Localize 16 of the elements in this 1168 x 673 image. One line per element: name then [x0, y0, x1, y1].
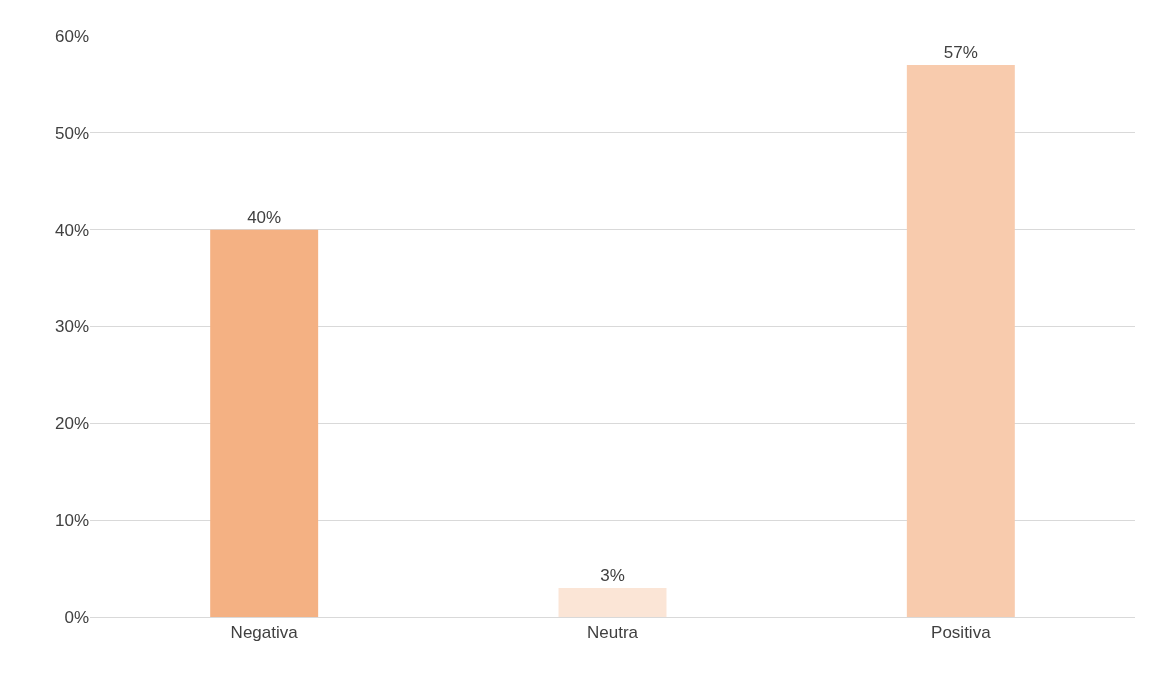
data-label: 40%	[247, 207, 282, 227]
bar	[210, 229, 319, 617]
bar	[906, 65, 1015, 617]
x-tick-label: Negativa	[230, 623, 299, 643]
y-tick-label: 60%	[54, 26, 89, 46]
y-tick-label: 50%	[54, 123, 89, 143]
x-tick-label: Positiva	[931, 623, 992, 643]
bar	[558, 587, 667, 617]
y-tick-label: 40%	[54, 220, 89, 240]
y-tick-label: 10%	[54, 511, 89, 531]
y-tick-label: 20%	[54, 414, 89, 434]
data-label: 57%	[943, 43, 978, 63]
y-tick-label: 0%	[64, 607, 89, 627]
x-tick-label: Neutra	[586, 623, 639, 643]
y-tick-label: 30%	[54, 317, 89, 337]
data-label: 3%	[600, 565, 625, 585]
